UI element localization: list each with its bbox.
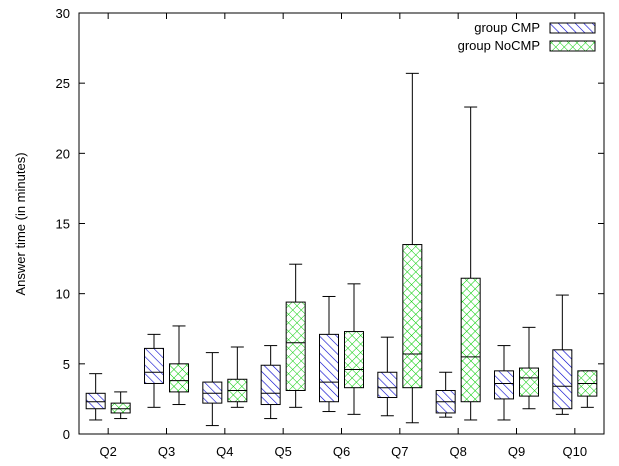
axis-ticks: 0 5 10 15 20 25 30 Q2 Q3 Q4 Q5 Q6 Q7 Q8 Q9 Q10 (56, 6, 604, 459)
x-tick-label: Q4 (216, 444, 233, 459)
box-body (552, 349, 573, 410)
box-q9-cmp (494, 345, 514, 421)
x-tick-label: Q2 (99, 444, 116, 459)
box-series-layer (85, 72, 598, 427)
x-tick-label: Q3 (158, 444, 175, 459)
legend-swatch-cmp (549, 22, 596, 34)
box-q10-cmp (552, 294, 573, 415)
box-q3-cmp (144, 333, 164, 408)
box-q8-nocmp (460, 106, 481, 421)
x-tick-label: Q7 (391, 444, 408, 459)
y-tick-label: 10 (56, 287, 70, 302)
box-q2-cmp (85, 373, 106, 421)
legend-label-nocmp: group NoCMP (458, 38, 540, 53)
plot-frame (78, 12, 605, 435)
box-body (519, 367, 539, 397)
box-q4-nocmp (227, 346, 248, 408)
box-q5-nocmp (285, 263, 306, 408)
y-tick-label: 5 (63, 357, 70, 372)
box-q4-cmp (202, 352, 223, 427)
box-q9-nocmp (519, 326, 539, 410)
box-q7-nocmp (402, 72, 423, 424)
box-q5-cmp (260, 345, 281, 420)
y-axis-title-group: Answer time (in minutes) (13, 152, 28, 295)
y-tick-label: 25 (56, 76, 70, 91)
y-tick-label: 0 (63, 427, 70, 442)
box-q6-nocmp (344, 283, 364, 415)
x-tick-label: Q5 (274, 444, 291, 459)
y-axis-title: Answer time (in minutes) (13, 152, 28, 295)
box-body (260, 364, 281, 406)
x-tick-label: Q9 (508, 444, 525, 459)
box-q6-cmp (319, 295, 339, 413)
box-body (402, 244, 423, 389)
box-q8-cmp (435, 371, 456, 418)
box-body (169, 363, 189, 393)
x-tick-label: Q8 (449, 444, 466, 459)
y-tick-label: 15 (56, 217, 70, 232)
y-tick-label: 20 (56, 146, 70, 161)
legend: group CMP group NoCMP (458, 20, 596, 53)
box-body (377, 371, 398, 399)
x-tick-label: Q6 (333, 444, 350, 459)
box-body (144, 347, 164, 384)
box-body (494, 370, 514, 400)
box-q10-nocmp (577, 370, 598, 408)
box-body (460, 277, 481, 403)
box-body (285, 301, 306, 391)
legend-swatch-nocmp (549, 40, 596, 52)
x-tick-label: Q10 (563, 444, 588, 459)
box-q3-nocmp (169, 325, 189, 406)
box-q7-cmp (377, 336, 398, 417)
box-body (85, 392, 106, 410)
box-body (319, 333, 339, 403)
y-tick-label: 30 (56, 6, 70, 21)
box-q2-nocmp (110, 391, 131, 420)
legend-label-cmp: group CMP (474, 20, 540, 35)
box-body (202, 381, 223, 404)
box-body (110, 402, 131, 414)
box-body (344, 331, 364, 389)
